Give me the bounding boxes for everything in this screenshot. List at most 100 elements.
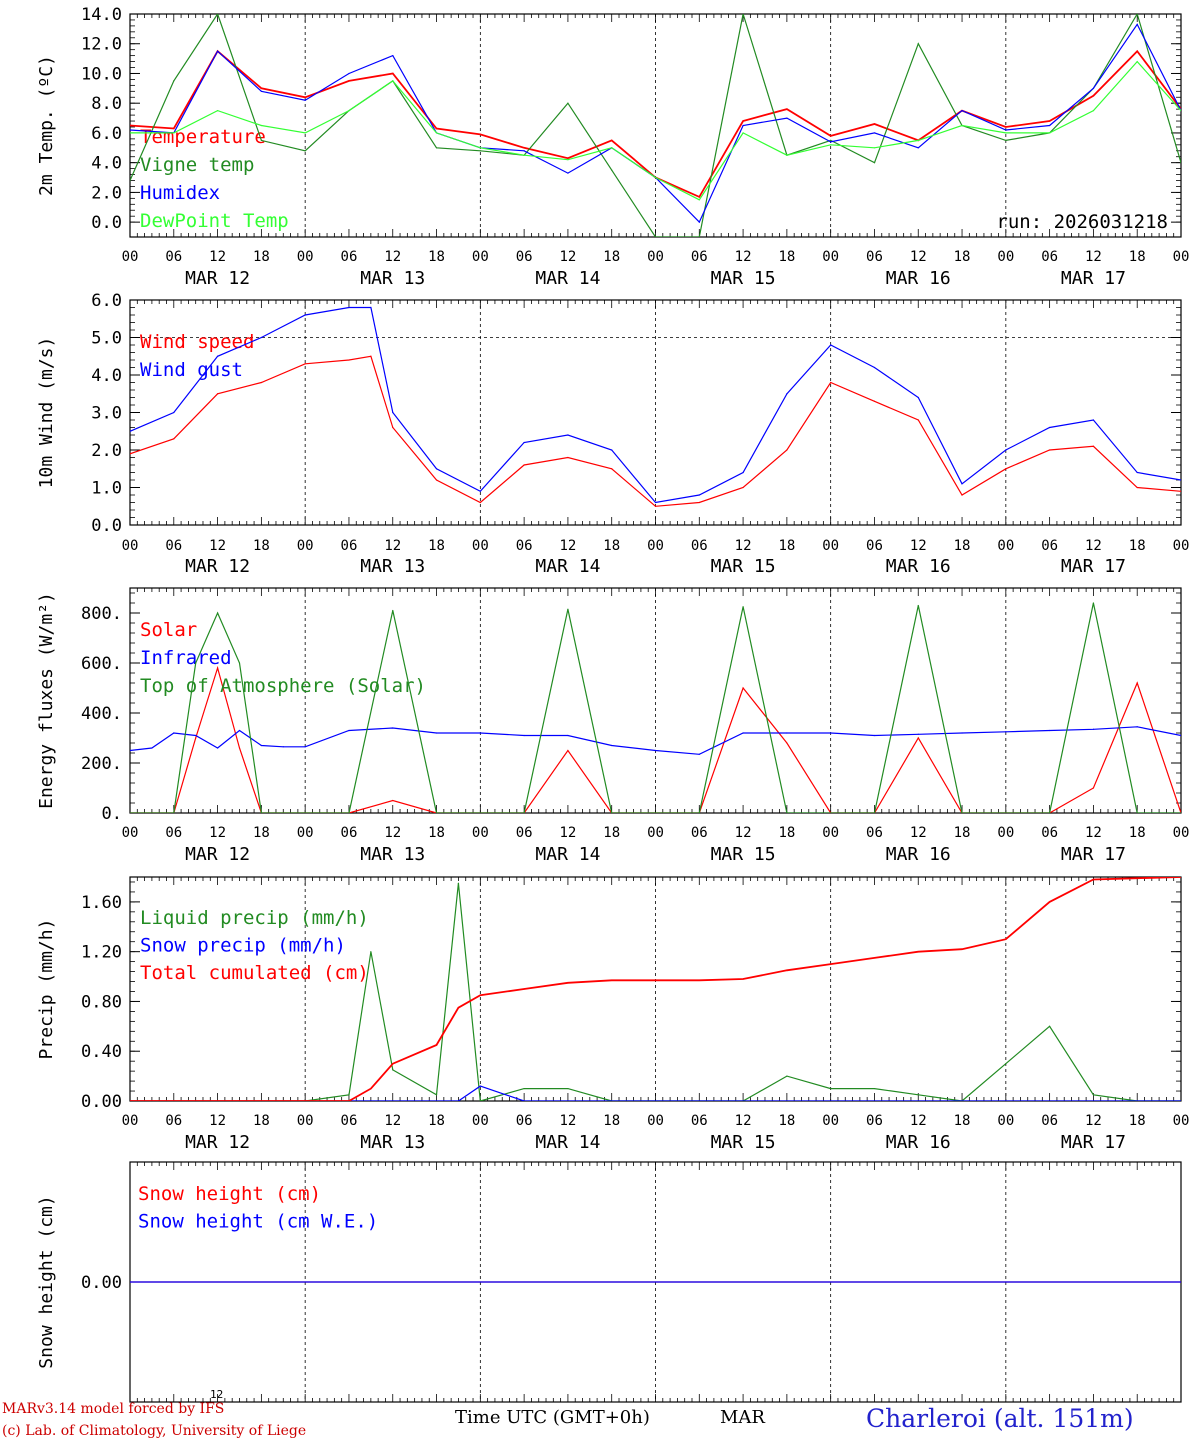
point-infrared — [567, 734, 569, 737]
point-wind_gust — [260, 336, 262, 339]
x-tick-label: 18 — [428, 825, 445, 841]
point-infrared — [435, 732, 438, 734]
point-cumulated — [1049, 901, 1051, 903]
point-temperature — [435, 127, 438, 130]
point-liquid — [457, 882, 460, 884]
point-temperature — [304, 96, 306, 98]
x-tick-label: 12 — [735, 825, 752, 841]
point-infrared — [830, 732, 832, 734]
x-tick-label: 00 — [997, 1113, 1014, 1129]
point-wind_gust — [304, 314, 306, 316]
point-wind_gust — [567, 434, 569, 436]
x-tick-label: 06 — [691, 538, 708, 554]
point-toa — [282, 812, 284, 813]
point-cumulated — [1180, 877, 1181, 878]
day-label: MAR 16 — [886, 268, 951, 289]
point-wind_gust — [173, 411, 175, 414]
point-liquid — [479, 1100, 481, 1101]
point-solar — [392, 799, 394, 802]
point-cumulated — [830, 963, 832, 965]
series-liquid — [130, 883, 1181, 1101]
point-solar — [1092, 787, 1095, 789]
point-infrared — [873, 734, 876, 737]
x-tick-label: 12 — [384, 1113, 401, 1129]
point-humidex — [698, 221, 700, 223]
y-tick-label: 400. — [81, 704, 122, 724]
y-tick-label: 6.0 — [91, 124, 122, 144]
point-wind_speed — [873, 400, 876, 402]
point-snow_we — [130, 1281, 131, 1283]
point-temperature — [260, 87, 262, 89]
point-wind_gust — [1136, 471, 1138, 474]
point-snow_precip — [479, 1085, 481, 1087]
point-solar — [567, 749, 569, 752]
x-tick-label: 18 — [778, 1113, 795, 1129]
x-tick-label: 06 — [866, 1113, 883, 1129]
y-tick-label: 10.0 — [81, 64, 122, 84]
point-snow_precip — [1049, 1100, 1051, 1101]
x-tick-label: 06 — [1041, 825, 1058, 841]
x-tick-label: 00 — [122, 538, 139, 554]
point-infrared — [786, 732, 788, 734]
x-tick-label: 00 — [1173, 538, 1190, 554]
point-vigne — [260, 139, 262, 141]
point-humidex — [1049, 124, 1051, 127]
point-wind_speed — [348, 359, 350, 361]
y-tick-label: 4.0 — [91, 366, 122, 386]
point-temperature — [742, 120, 744, 122]
point-infrared — [1092, 728, 1095, 730]
legend-temperature: Temperature — [140, 126, 266, 148]
point-cumulated — [523, 988, 525, 990]
day-label: MAR 17 — [1061, 844, 1126, 865]
point-wind_speed — [130, 453, 131, 455]
point-vigne — [479, 150, 481, 152]
x-tick-label: 06 — [866, 825, 883, 841]
point-wind_gust — [130, 430, 131, 432]
point-cumulated — [1092, 878, 1095, 881]
point-toa — [130, 812, 131, 813]
x-tick-label: 12 — [559, 538, 576, 554]
point-humidex — [304, 99, 306, 101]
point-humidex — [130, 129, 131, 131]
panel-1: 0.0 2.0 4.0 6.0 8.0 10.0 12.0 14.0 2m Temp. (ºC)… — [36, 5, 1189, 289]
point-vigne — [873, 162, 876, 164]
point-dewpoint — [260, 124, 262, 127]
x-tick-label: 06 — [165, 825, 182, 841]
point-vigne — [1136, 14, 1138, 15]
point-temperature — [523, 147, 525, 149]
x-tick-label: 06 — [1041, 249, 1058, 265]
point-wind_speed — [698, 501, 700, 504]
x-tick-label: 12 — [559, 249, 576, 265]
point-humidex — [786, 117, 788, 119]
point-liquid — [567, 1087, 569, 1090]
point-wind_speed — [435, 479, 438, 481]
day-label: MAR 13 — [360, 1132, 425, 1153]
point-snow_precip — [611, 1100, 613, 1101]
x-tick-label: 00 — [297, 249, 314, 265]
x-tick-label: 18 — [1129, 1113, 1146, 1129]
point-dewpoint — [786, 154, 788, 156]
point-vigne — [130, 179, 131, 182]
point-temperature — [1005, 126, 1007, 128]
day-label: MAR 12 — [185, 1132, 250, 1153]
x-tick-label: 12 — [1085, 1113, 1102, 1129]
x-tick-label: 00 — [122, 825, 139, 841]
point-humidex — [567, 172, 569, 174]
point-wind_speed — [216, 393, 219, 395]
point-wind_speed — [917, 419, 919, 421]
point-dewpoint — [611, 147, 613, 149]
point-cumulated — [479, 994, 481, 996]
day-label: MAR 15 — [711, 268, 776, 289]
point-infrared — [1136, 726, 1138, 728]
x-tick-label: 06 — [516, 538, 533, 554]
point-temperature — [348, 80, 350, 82]
y-tick-label: 5.0 — [91, 329, 122, 349]
y-axis-label: Snow height (cm) — [36, 1195, 57, 1368]
x-tick-label: 12 — [735, 249, 752, 265]
point-cumulated — [260, 1100, 262, 1101]
point-liquid — [370, 951, 372, 953]
x-tick-label: 12 — [1085, 825, 1102, 841]
point-toa — [1136, 812, 1138, 813]
legend-toa: Top of Atmosphere (Solar) — [140, 675, 426, 697]
point-wind_speed — [1136, 486, 1138, 489]
